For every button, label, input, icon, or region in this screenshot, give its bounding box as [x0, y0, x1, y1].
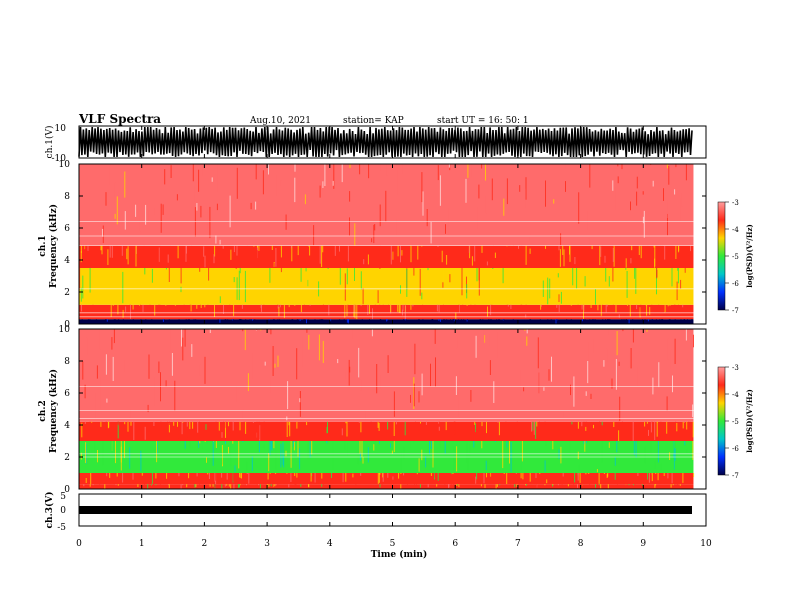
ch3-ytick-5: 5	[60, 492, 66, 502]
frequency-tick-label: 4	[64, 256, 70, 266]
ch2-frequency-ylabel: Frequency (kHz)	[48, 369, 59, 453]
ch2-spectrogram-heatmap	[79, 329, 695, 489]
colorbar	[717, 201, 726, 311]
colorbars: -3 -4 -5 -6 -7 log(PSD)(V²/Hz) -3 -4 -5 -6 -7 log(P…	[717, 199, 754, 480]
time-tick-label: 1	[139, 539, 145, 549]
time-tick-label: 7	[515, 539, 521, 549]
frequency-tick-label: 2	[64, 288, 70, 298]
colorbar-tick-label: -4	[732, 226, 739, 234]
spectrogram-band	[79, 484, 694, 489]
colorbar-tick-label: -7	[732, 307, 739, 315]
ch3-ytick-neg5: -5	[57, 523, 66, 533]
time-tick-label: 5	[390, 539, 396, 549]
colorbar-tick-label: -5	[732, 418, 739, 426]
time-tick-label: 4	[327, 539, 333, 549]
frequency-tick-label: 0	[64, 320, 70, 330]
ch1-spectrogram-heatmap	[79, 164, 694, 324]
ch1-ytick-top: 10	[55, 124, 67, 134]
colorbar-tick-label: -7	[732, 472, 739, 480]
ch3-waveform-ylabel: ch.3(V)	[44, 492, 55, 529]
ch2-spectrogram-panel: 0 2 4 6 8 10 ch.2 Frequency (kHz)	[38, 325, 707, 495]
ch1-waveform-panel: 10 -10 ch.1(V)	[44, 124, 707, 164]
spectrogram-band	[79, 319, 694, 324]
colorbar-label: log(PSD)(V²/Hz)	[745, 224, 754, 288]
colorbar	[717, 366, 726, 476]
time-tick-label: 3	[264, 539, 270, 549]
colorbar-tick-label: -6	[732, 280, 739, 288]
time-axis-ticks: 0 1 2 3 4 5 6 7 8 9 10	[76, 126, 712, 549]
colorbar-tick-label: -3	[732, 364, 739, 372]
date-label: Aug.10, 2021	[249, 116, 311, 126]
time-tick-label: 8	[578, 539, 584, 549]
time-axis-label: Time (min)	[371, 549, 428, 560]
ch2-channel-label: ch.2	[38, 400, 48, 421]
ch1-spectrogram-panel: 0 2 4 6 8 10 ch.1 Frequency (kHz)	[38, 160, 707, 330]
frequency-tick-label: 10	[59, 325, 71, 335]
colorbar-tick-label: -6	[732, 445, 739, 453]
time-tick-label: 2	[202, 539, 208, 549]
frequency-tick-label: 4	[64, 421, 70, 431]
station-label: station= KAP	[343, 116, 404, 126]
spectrogram-band	[79, 268, 694, 305]
ch1-waveform-line	[78, 126, 693, 158]
spectrogram-band	[79, 304, 694, 320]
start-time-label: start UT = 16: 50: 1	[437, 116, 529, 126]
colorbar-tick-label: -4	[732, 391, 739, 399]
ch1-waveform-trace	[78, 126, 693, 158]
frequency-tick-label: 8	[64, 357, 70, 367]
frequency-tick-label: 10	[59, 160, 71, 170]
ch3-ytick-0: 0	[60, 506, 66, 516]
ch3-waveform-panel: 5 0 -5 ch.3(V)	[44, 492, 707, 533]
frequency-tick-label: 6	[64, 389, 70, 399]
colorbar-label: log(PSD)(V²/Hz)	[745, 389, 754, 453]
spectrogram-band	[79, 473, 694, 485]
ch1-channel-label: ch.1	[38, 235, 48, 256]
frequency-tick-label: 8	[64, 192, 70, 202]
frequency-tick-label: 0	[64, 485, 70, 495]
time-tick-label: 0	[76, 539, 82, 549]
ch1-waveform-ylabel: ch.1(V)	[44, 126, 55, 159]
spectrogram-band	[79, 245, 694, 268]
time-tick-label: 10	[700, 539, 712, 549]
spectrogram-band	[79, 329, 694, 422]
frequency-tick-label: 6	[64, 224, 70, 234]
chart-title: VLF Spectra	[78, 112, 161, 126]
ch1-frequency-ylabel: Frequency (kHz)	[48, 204, 59, 288]
colorbar-tick-label: -3	[732, 199, 739, 207]
ch1-ytick-bottom: -10	[52, 154, 67, 164]
ch3-waveform-trace	[79, 506, 692, 514]
frequency-tick-label: 2	[64, 453, 70, 463]
spectrogram-band	[79, 421, 694, 441]
time-tick-label: 9	[640, 539, 646, 549]
time-tick-label: 6	[452, 539, 458, 549]
colorbar-tick-label: -5	[732, 253, 739, 261]
